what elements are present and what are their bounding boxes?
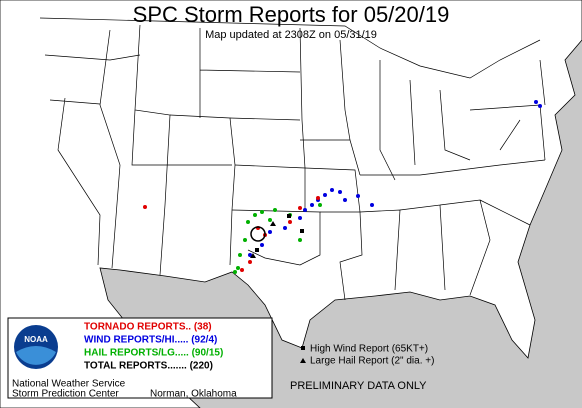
notice: PRELIMINARY DATA ONLY	[290, 380, 427, 392]
legend-item: WIND REPORTS/HI..... (92/4)	[84, 335, 217, 346]
logo-text: NOAA	[24, 335, 48, 344]
legend-item: TOTAL REPORTS....... (220)	[84, 361, 213, 372]
subtitle: Map updated at 2308Z on 05/31/19	[205, 29, 377, 41]
noaa-logo-wave	[16, 346, 56, 365]
legend-item: TORNADO REPORTS.. (38)	[84, 322, 212, 333]
location: Norman, Oklahoma	[150, 389, 237, 400]
high-wind-key: High Wind Report (65KT+)	[310, 344, 428, 355]
large-hail-icon	[300, 358, 306, 363]
title: SPC Storm Reports for 05/20/19	[133, 2, 450, 27]
state-lines	[39, 17, 546, 301]
center: Storm Prediction Center	[12, 389, 119, 400]
high-wind-icon	[301, 346, 305, 350]
storm-reports	[143, 100, 542, 274]
agency: National Weather Service	[12, 379, 126, 390]
large-hail-key: Large Hail Report (2" dia. +)	[310, 356, 434, 367]
legend: NOAA National Weather Service Storm Pred…	[7, 317, 273, 400]
legend-item: HAIL REPORTS/LG..... (90/15)	[84, 348, 223, 359]
